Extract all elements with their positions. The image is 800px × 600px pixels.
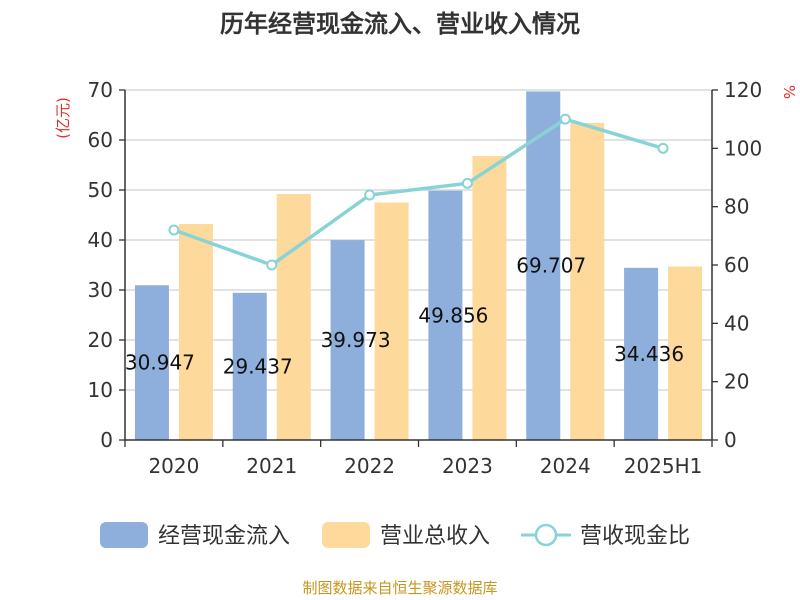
cash-inflow-label: 30.947: [125, 351, 195, 375]
left-tick-label: 10: [88, 378, 113, 402]
x-tick-label: 2021: [246, 454, 297, 478]
bar-revenue: [276, 194, 311, 440]
bar-revenue: [374, 202, 409, 440]
left-tick-label: 50: [88, 178, 113, 202]
bar-cash-inflow: [526, 91, 561, 440]
legend-label-cash-inflow: 经营现金流入: [158, 524, 290, 549]
right-tick-label: 0: [724, 428, 737, 452]
legend-swatch-cash-inflow: [100, 522, 148, 548]
x-tick-label: 2023: [442, 454, 493, 478]
bar-cash-inflow: [330, 240, 365, 440]
x-tick-label: 2020: [148, 454, 199, 478]
ratio-point: [657, 142, 669, 154]
right-tick-label: 40: [724, 311, 749, 335]
right-tick-label: 80: [724, 195, 749, 219]
right-tick-label: 20: [724, 370, 749, 394]
left-tick-label: 40: [88, 228, 113, 252]
right-tick-label: 100: [724, 136, 762, 160]
chart-title: 历年经营现金流入、营业收入情况: [220, 10, 580, 38]
right-axis-unit: %: [780, 85, 798, 99]
left-tick-label: 20: [88, 328, 113, 352]
ratio-line-path: [173, 117, 664, 267]
legend-swatch-revenue: [322, 522, 370, 548]
legend: 经营现金流入 营业总收入 营收现金比: [100, 522, 690, 549]
cash-inflow-label: 34.436: [614, 342, 684, 366]
right-tick-label: 120: [724, 78, 762, 102]
bar-revenue: [472, 156, 507, 440]
cash-inflow-label: 69.707: [516, 254, 586, 278]
ratio-point: [559, 113, 571, 125]
legend-label-revenue: 营业总收入: [380, 524, 490, 549]
left-tick-label: 70: [88, 78, 113, 102]
bar-revenue: [668, 266, 703, 440]
right-tick-label: 60: [724, 253, 749, 277]
ratio-point: [168, 224, 180, 236]
x-tick-label: 2022: [344, 454, 395, 478]
axes: 0 10 20 30 40 50 60 70 0 20 40 60 80 100 120 2020 2021 20…: [88, 78, 763, 478]
ratio-point: [266, 259, 278, 271]
x-tick-label: 2025H1: [624, 454, 703, 478]
legend-swatch-ratio-marker: [534, 523, 558, 547]
bars: [134, 91, 703, 440]
ratio-point: [461, 177, 473, 189]
bar-cash-inflow: [134, 285, 169, 440]
left-tick-label: 60: [88, 128, 113, 152]
bar-revenue: [178, 224, 213, 440]
left-tick-label: 0: [100, 428, 113, 452]
data-labels: 30.947 29.437 39.973 49.856 69.707 34.436: [125, 254, 684, 379]
cash-inflow-label: 29.437: [223, 354, 293, 378]
cash-inflow-label: 49.856: [418, 303, 488, 327]
left-axis-unit: (亿元): [54, 97, 72, 139]
bar-revenue: [570, 123, 605, 440]
source-note: 制图数据来自恒生聚源数据库: [302, 579, 497, 597]
legend-label-ratio: 营收现金比: [580, 524, 690, 549]
x-tick-label: 2024: [540, 454, 591, 478]
cash-inflow-label: 39.973: [321, 328, 391, 352]
bar-cash-inflow: [232, 292, 267, 440]
ratio-line: [168, 113, 669, 271]
left-tick-label: 30: [88, 278, 113, 302]
bar-cash-inflow: [428, 190, 463, 440]
ratio-point: [364, 189, 376, 201]
bar-cash-inflow: [624, 267, 659, 440]
